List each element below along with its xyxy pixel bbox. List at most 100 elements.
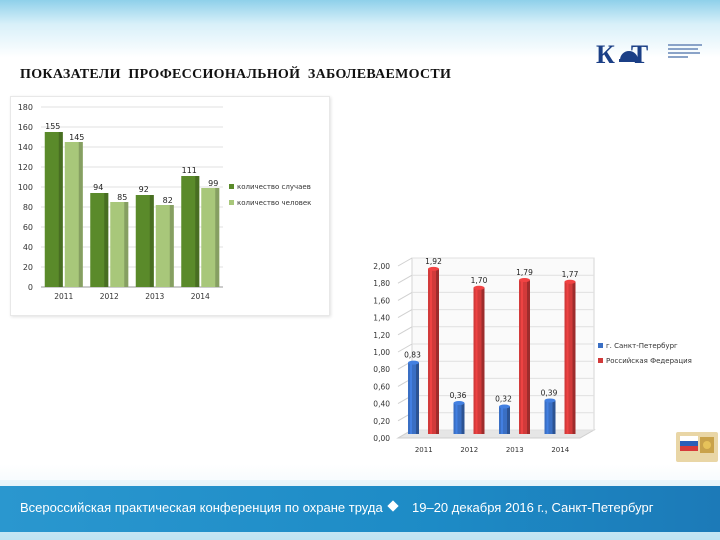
gridline-side <box>397 309 413 319</box>
y-tick-label: 100 <box>18 183 33 192</box>
y-tick-label: 0,80 <box>373 365 390 374</box>
legend-swatch <box>229 184 234 189</box>
bar-cases <box>44 132 63 287</box>
bar-top <box>453 401 465 406</box>
y-tick-label: 40 <box>23 243 33 252</box>
logo: К Т <box>596 36 706 72</box>
x-tick-label: 2011 <box>415 446 433 454</box>
bar-rf <box>564 281 576 434</box>
bar-spb <box>408 362 419 434</box>
legend-swatch <box>598 343 603 348</box>
bar-top <box>499 404 510 409</box>
data-label: 0,32 <box>495 394 512 403</box>
y-tick-label: 180 <box>18 103 33 112</box>
x-tick-label: 2013 <box>145 292 164 301</box>
bar-shade <box>169 205 174 287</box>
chart-rate-panel: 0,00 0,20 0,40 0,60 0,80 1,00 1,20 1,40 1,60 1,80… <box>360 248 700 460</box>
bar-spb <box>544 400 556 434</box>
bar-spb <box>499 406 510 434</box>
bar-shade <box>58 132 63 287</box>
legend-label: количество человек <box>237 199 311 207</box>
bar-shade <box>78 142 83 287</box>
data-label: 111 <box>182 166 197 175</box>
bar-top <box>408 360 419 365</box>
bar-shade <box>104 193 109 287</box>
gridline-side <box>397 291 413 301</box>
bar-rf <box>473 287 485 434</box>
legend-label: Российская Федерация <box>606 357 692 365</box>
data-label: 1,92 <box>425 257 442 266</box>
bar-top <box>428 266 439 271</box>
y-tick-label: 120 <box>18 163 33 172</box>
y-tick-label: 1,40 <box>373 314 390 323</box>
bar-shade <box>461 403 465 434</box>
bar-highlight <box>455 403 458 434</box>
y-tick-label: 1,60 <box>373 296 390 305</box>
legend-swatch <box>598 358 603 363</box>
data-label: 0,39 <box>541 388 558 397</box>
data-label: 1,79 <box>516 268 533 277</box>
bar-cases <box>135 195 154 287</box>
y-tick-label: 2,00 <box>373 262 390 271</box>
data-label: 85 <box>117 193 127 202</box>
bar-shade <box>527 280 530 434</box>
y-tick-label: 0,40 <box>373 400 390 409</box>
data-label: 1,77 <box>562 270 579 279</box>
data-label: 0,36 <box>450 391 467 400</box>
bar-shade <box>416 362 419 434</box>
x-tick-label: 2012 <box>100 292 119 301</box>
footer-date-place: 19–20 декабря 2016 г., Санкт-Петербург <box>412 500 654 515</box>
bar-rf <box>519 280 530 434</box>
legend-swatch <box>229 200 234 205</box>
bar-highlight <box>501 406 503 434</box>
slide-header <box>0 0 720 96</box>
slide-title: ПОКАЗАТЕЛИ ПРОФЕССИОНАЛЬНОЙ ЗАБОЛЕВАЕМОС… <box>20 67 452 82</box>
y-tick-label: 1,80 <box>373 279 390 288</box>
data-label: 155 <box>45 122 60 131</box>
gridline-side <box>397 326 413 336</box>
data-label: 92 <box>139 185 149 194</box>
y-tick-label: 60 <box>23 223 33 232</box>
bar-shade <box>215 188 220 287</box>
y-tick-label: 160 <box>18 123 33 132</box>
bar-shade <box>436 268 439 434</box>
russia-flag-icon <box>676 432 718 462</box>
bar-shade <box>124 202 129 287</box>
y-tick-label: 140 <box>18 143 33 152</box>
data-label: 145 <box>69 133 84 142</box>
bar-shade <box>149 195 154 287</box>
bar-shade <box>481 287 485 434</box>
helmet-icon <box>619 51 639 62</box>
chart-cases-panel: 0 20 40 60 80 100 120 140 160 180 155 145 2011 94 85 20… <box>10 96 330 316</box>
x-tick-label: 2011 <box>54 292 73 301</box>
y-tick-label: 80 <box>23 203 33 212</box>
bar-cases <box>90 193 109 287</box>
gridline-side <box>397 274 413 284</box>
bar-shade <box>195 176 200 287</box>
x-tick-label: 2014 <box>551 446 569 454</box>
legend-label: количество случаев <box>237 183 311 191</box>
bar-rf <box>428 268 439 434</box>
bar-top <box>473 285 485 290</box>
x-tick-label: 2014 <box>191 292 210 301</box>
bar-people <box>110 202 129 287</box>
bar-highlight <box>410 362 412 434</box>
bar-highlight <box>566 281 569 434</box>
y-tick-label: 0,00 <box>373 434 390 443</box>
bar-cases <box>181 176 200 287</box>
data-label: 0,83 <box>404 351 421 360</box>
y-tick-label: 0 <box>28 283 33 292</box>
data-label: 99 <box>208 179 218 188</box>
bar-highlight <box>546 400 549 434</box>
bar-highlight <box>430 268 432 434</box>
gridline-side <box>397 343 413 353</box>
bar-people <box>64 142 83 287</box>
chart-occupational-rate: 0,00 0,20 0,40 0,60 0,80 1,00 1,20 1,40 1,60 1,80… <box>373 257 692 454</box>
chart-occupational-cases: 0 20 40 60 80 100 120 140 160 180 155 145 2011 94 85 20… <box>18 103 312 301</box>
y-tick-label: 1,00 <box>373 348 390 357</box>
y-tick-label: 20 <box>23 263 33 272</box>
bar-people <box>155 205 174 287</box>
bar-top <box>519 278 530 283</box>
x-tick-label: 2013 <box>506 446 524 454</box>
bar-shade <box>552 400 556 434</box>
